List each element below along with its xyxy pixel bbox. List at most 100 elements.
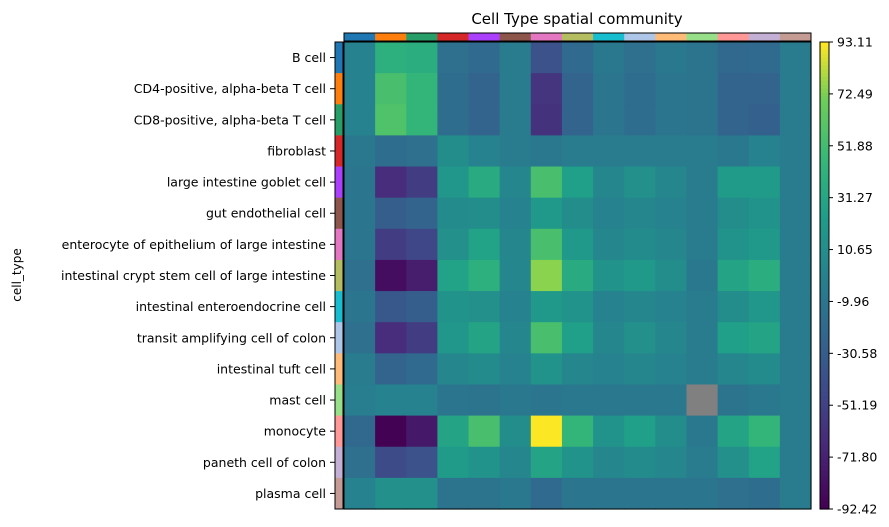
colorbar-segment: [820, 318, 829, 323]
heatmap-cell: [499, 135, 532, 168]
heatmap-cell: [530, 104, 563, 136]
colorbar-segment: [820, 150, 829, 156]
colorbar-segment: [820, 450, 829, 456]
heatmap-cell: [748, 135, 781, 168]
heatmap-cell: [779, 73, 812, 105]
colorbar-segment: [820, 466, 829, 471]
heatmap-cell: [686, 42, 719, 74]
colorbar-segment: [820, 96, 829, 101]
heatmap-cell: [344, 384, 376, 417]
heatmap-cell: [717, 384, 750, 417]
heatmap-cell: [437, 353, 470, 386]
heatmap-cell: [437, 42, 470, 74]
heatmap-cell: [344, 42, 376, 74]
colorbar-segment: [820, 244, 829, 249]
heatmap-cell: [344, 104, 376, 136]
heatmap-cell: [375, 446, 407, 479]
colorbar-segment: [820, 505, 829, 510]
colorbar-segment: [820, 127, 829, 133]
heatmap-cell: [530, 228, 563, 261]
chart-title: Cell Type spatial community: [471, 10, 682, 28]
heatmap-cell: [561, 135, 594, 168]
heatmap-cell: [624, 384, 656, 417]
y-axis-label: cell_type: [10, 248, 24, 301]
category-color-swatch: [335, 446, 343, 479]
heatmap-cell: [779, 104, 812, 136]
colorbar-tick-label: 51.88: [837, 138, 873, 153]
heatmap-cell: [655, 135, 688, 168]
heatmap-cell: [686, 322, 719, 354]
colorbar-segment: [820, 481, 829, 487]
heatmap-cell: [344, 259, 376, 292]
colorbar-segment: [820, 182, 829, 187]
heatmap-cell: [593, 197, 625, 230]
heatmap-cell: [717, 73, 750, 105]
colorbar-segment: [820, 178, 829, 183]
category-color-swatch: [335, 322, 343, 354]
heatmap-cell: [686, 197, 719, 230]
heatmap-cell: [624, 135, 656, 168]
colorbar-segment: [820, 419, 829, 424]
category-color-swatch: [335, 135, 343, 167]
colorbar-segment: [820, 49, 829, 55]
colorbar-border: [819, 41, 830, 510]
heatmap-cell: [686, 415, 719, 448]
heatmap-cell: [655, 477, 688, 510]
heatmap-cell: [375, 73, 407, 105]
heatmap-cell: [686, 291, 719, 323]
heatmap-cell: [375, 353, 407, 386]
heatmap-cell: [717, 42, 750, 74]
heatmap-cell: [375, 104, 407, 136]
heatmap-cell: [561, 259, 594, 292]
heatmap-cell: [717, 104, 750, 136]
heatmap-cell: [561, 384, 594, 417]
colorbar-segment: [820, 213, 829, 218]
heatmap-cell: [624, 477, 656, 510]
heatmap-cell: [655, 353, 688, 386]
colorbar-segment: [820, 291, 829, 296]
heatmap-cell: [655, 42, 688, 74]
heatmap-cell: [344, 446, 376, 479]
colorbar-segment: [820, 365, 829, 370]
colorbar-segment: [820, 454, 829, 460]
colorbar-segment: [820, 477, 829, 483]
heatmap-cell: [530, 353, 563, 386]
category-color-swatch: [335, 477, 343, 510]
heatmap-cell: [499, 415, 532, 448]
heatmap-cell: [468, 415, 501, 448]
heatmap-cell: [561, 228, 594, 261]
heatmap-cell: [406, 384, 438, 417]
heatmap-cell: [468, 73, 501, 105]
heatmap-cell: [344, 166, 376, 199]
heatmap-cell: [686, 477, 719, 510]
colorbar-segment: [820, 435, 829, 440]
heatmap-cell: [593, 353, 625, 386]
heatmap-cell: [344, 477, 376, 510]
colorbar-segment: [820, 287, 829, 292]
heatmap-cell: [437, 322, 470, 354]
colorbar-segment: [820, 442, 829, 448]
heatmap-cell: [530, 446, 563, 479]
category-color-swatch: [335, 384, 343, 416]
category-color-swatch: [437, 33, 469, 41]
heatmap-cell: [499, 384, 532, 417]
row-label: transit amplifying cell of colon: [137, 330, 326, 345]
heatmap-cell: [530, 291, 563, 323]
heatmap-cell: [437, 135, 470, 168]
heatmap-cell: [344, 135, 376, 168]
heatmap-cell: [779, 135, 812, 168]
heatmap-cell: [593, 384, 625, 417]
plot-frame: [343, 41, 812, 510]
heatmap-cell: [624, 415, 656, 448]
heatmap-cell: [686, 446, 719, 479]
heatmap-cell: [655, 166, 688, 199]
heatmap-cell: [530, 259, 563, 292]
colorbar-segment: [820, 438, 829, 444]
heatmap-cell: [748, 384, 781, 417]
heatmap-cell: [468, 322, 501, 354]
colorbar-segment: [820, 42, 829, 47]
colorbar-segment: [820, 115, 829, 121]
colorbar-segment: [820, 88, 829, 94]
heatmap-cell: [717, 477, 750, 510]
